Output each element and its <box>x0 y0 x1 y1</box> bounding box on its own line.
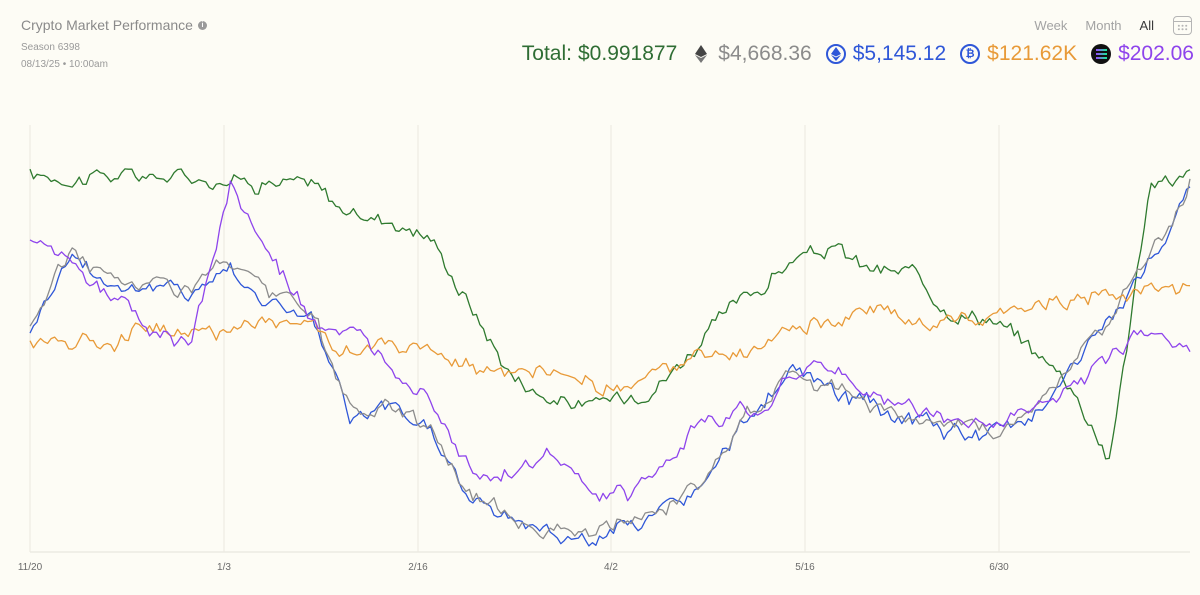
series-line <box>29 178 1191 540</box>
sol-value: $202.06 <box>1118 42 1194 65</box>
series-line <box>29 168 1191 460</box>
coin-sol: $202.06 <box>1091 42 1194 66</box>
calendar-icon[interactable] <box>1173 16 1192 35</box>
chart-series <box>29 168 1191 547</box>
coin-btc: ₿ $121.62K <box>960 42 1077 66</box>
series-line <box>29 186 1191 547</box>
season-label: Season 6398 <box>21 42 80 53</box>
x-tick-label: 2/16 <box>408 562 428 573</box>
x-tick-label: 4/2 <box>604 562 618 573</box>
x-tick-label: 6/30 <box>989 562 1009 573</box>
coin-eth-staked: $5,145.12 <box>825 42 947 66</box>
x-tick-label: 11/20 <box>18 562 43 573</box>
info-icon[interactable]: i <box>197 20 207 30</box>
totals-bar: Total: $0.991877 $4,668.36 $5,145.12 ₿ $… <box>522 42 1194 66</box>
range-tabs: Week Month All <box>1034 18 1154 33</box>
x-tick-label: 1/3 <box>217 562 231 573</box>
btc-value: $121.62K <box>987 42 1078 65</box>
btc-ring-icon: ₿ <box>960 44 981 64</box>
tab-week[interactable]: Week <box>1034 18 1068 33</box>
chart-title: Crypto Market Performance <box>21 17 193 33</box>
eth-staked-value: $5,145.12 <box>852 42 947 65</box>
eth-ring-icon <box>825 44 846 64</box>
tab-month[interactable]: Month <box>1085 18 1122 33</box>
x-axis: 11/20 1/3 2/16 4/2 5/16 6/30 <box>18 562 1009 573</box>
tab-all[interactable]: All <box>1139 18 1154 33</box>
chart-grid <box>29 125 1190 553</box>
coin-eth: $4,668.36 <box>691 42 812 66</box>
eth-diamond-icon <box>691 44 711 64</box>
x-tick-label: 5/16 <box>795 562 815 573</box>
timestamp-label: 08/13/25 • 10:00am <box>21 59 108 70</box>
total-label: Total: <box>521 42 572 65</box>
sol-logo-icon <box>1091 44 1112 64</box>
eth-value: $4,668.36 <box>718 42 812 65</box>
chart-title-row: Crypto Market Performance i <box>21 17 207 33</box>
series-line <box>29 180 1191 502</box>
series-line <box>29 282 1191 397</box>
total-value: $0.991877 <box>578 42 678 65</box>
